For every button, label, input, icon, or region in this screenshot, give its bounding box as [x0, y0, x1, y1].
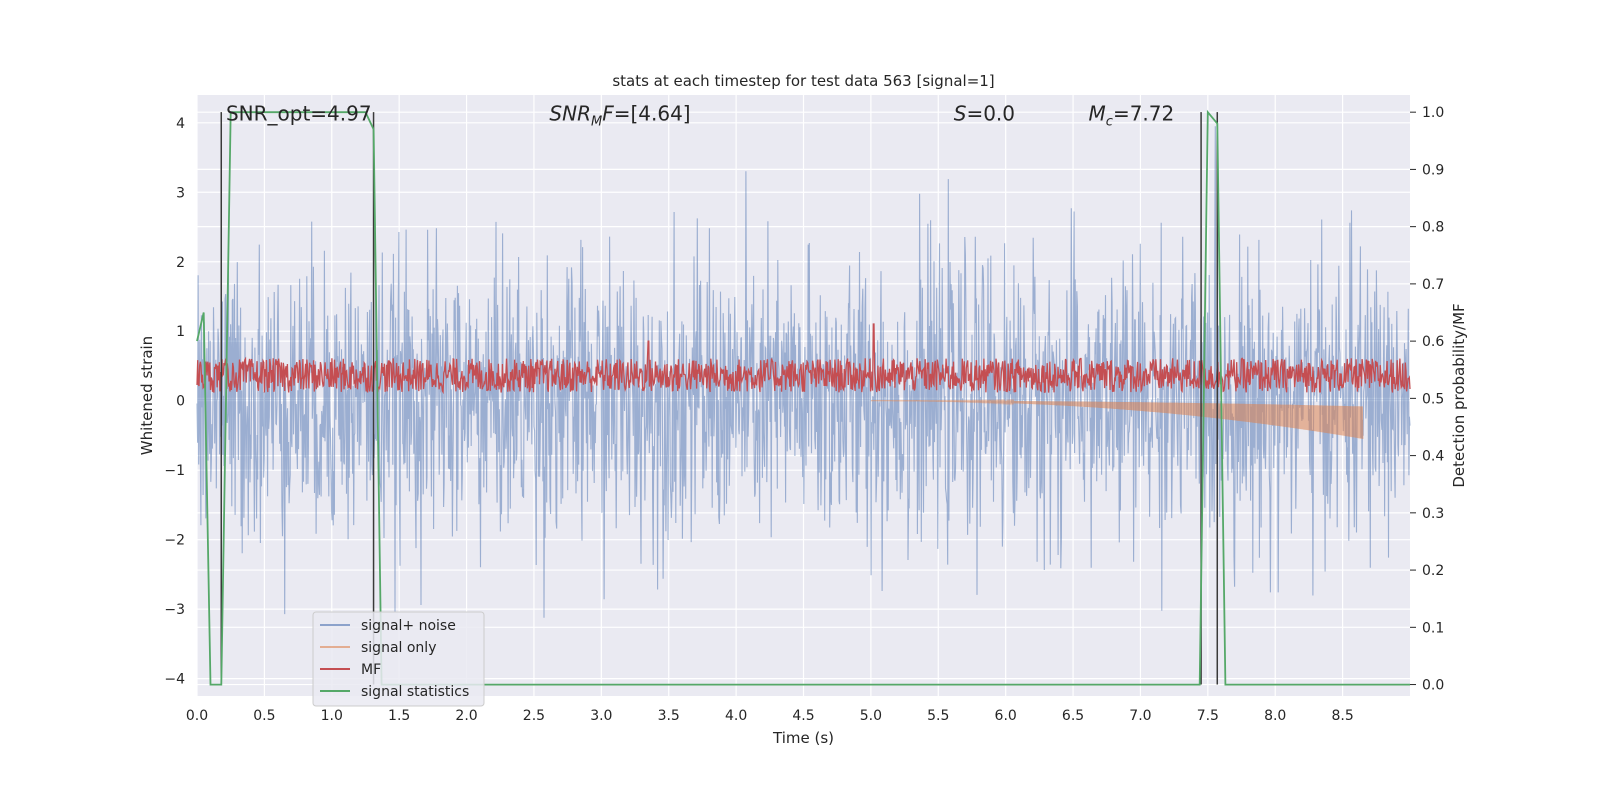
- series-line-signal-only: [870, 398, 1364, 439]
- annotation-s-value: S=0.0: [954, 101, 1015, 125]
- x-tick-label: 5.0: [860, 708, 882, 724]
- x-tick-label: 1.0: [321, 708, 343, 724]
- legend-entry: signal only: [361, 640, 436, 656]
- y-tick-label: −2: [164, 533, 185, 549]
- legend-entry: MF: [361, 662, 381, 678]
- y2-tick-label: 0.7: [1422, 277, 1444, 293]
- y-axis-label: Whitened strain: [138, 336, 156, 455]
- chart-title: stats at each timestep for test data 563…: [612, 72, 994, 90]
- x-tick-label: 8.5: [1331, 708, 1353, 724]
- x-tick-label: 4.0: [725, 708, 747, 724]
- annotation-snr-opt: SNR_opt=4.97: [226, 101, 372, 125]
- y2-tick-label: 0.9: [1422, 162, 1444, 178]
- x-axis-label: Time (s): [772, 729, 834, 747]
- x-tick-label: 3.5: [658, 708, 680, 724]
- legend: signal+ noise signal only MF signal statist…: [312, 611, 485, 707]
- y2-tick-label: 0.2: [1422, 563, 1444, 579]
- x-tick-label: 4.5: [792, 708, 814, 724]
- x-axis-ticks: 0.0 0.5 1.0 1.5 2.0 2.5 3.0 3.5 4.0 4.5 5.0 5.5 6.0 6…: [186, 708, 1354, 724]
- y-tick-label: 2: [176, 255, 185, 271]
- annotation-snr-mf: SNRMF=[4.64]: [549, 101, 690, 129]
- y2-tick-label: 0.6: [1422, 334, 1444, 350]
- x-tick-label: 0.5: [253, 708, 275, 724]
- plot-area: [196, 95, 1411, 696]
- annotations: SNR_opt=4.97 SNRMF=[4.64] S=0.0 Mc=7.72: [226, 101, 1174, 129]
- y-tick-label: 4: [176, 116, 185, 132]
- x-tick-label: 0.0: [186, 708, 208, 724]
- y2-tick-label: 0.5: [1422, 391, 1444, 407]
- x-tick-label: 5.5: [927, 708, 949, 724]
- x-tick-label: 7.5: [1197, 708, 1219, 724]
- legend-entry: signal statistics: [361, 684, 469, 700]
- x-tick-label: 8.0: [1264, 708, 1286, 724]
- y2-axis-label: Detection probability/MF: [1450, 303, 1468, 487]
- y2-tick-label: 0.4: [1422, 449, 1444, 465]
- annotation-mc-value: Mc=7.72: [1089, 101, 1175, 129]
- y-tick-label: 1: [176, 324, 185, 340]
- y-tick-label: 3: [176, 185, 185, 201]
- series-signal-noise: [196, 126, 1411, 618]
- legend-box: [312, 611, 485, 707]
- x-tick-label: 3.0: [590, 708, 612, 724]
- series-signal-only: [870, 398, 1364, 439]
- x-tick-label: 2.0: [455, 708, 477, 724]
- series-line-signal-noise: [196, 126, 1411, 618]
- x-tick-label: 2.5: [523, 708, 545, 724]
- y-tick-label: −1: [164, 463, 185, 479]
- y2-tick-label: 0.8: [1422, 220, 1444, 236]
- y-tick-label: 0: [176, 394, 185, 410]
- y-tick-label: −4: [164, 672, 185, 688]
- y-tick-label: −3: [164, 602, 185, 618]
- y2-tick-label: 0.1: [1422, 620, 1444, 636]
- series-line-mf: [196, 323, 1411, 395]
- series-mf: [196, 323, 1411, 395]
- x-tick-label: 7.0: [1129, 708, 1151, 724]
- x-tick-label: 1.5: [388, 708, 410, 724]
- x-tick-label: 6.0: [995, 708, 1017, 724]
- x-tick-label: 6.5: [1062, 708, 1084, 724]
- legend-entry: signal+ noise: [361, 618, 456, 634]
- y-axis-ticks: −4 −3 −2 −1 0 1 2 3 4: [164, 116, 185, 688]
- y2-tick-label: 0.0: [1422, 678, 1444, 694]
- y2-tick-label: 1.0: [1422, 105, 1444, 121]
- y2-axis-ticks: 0.0 0.1 0.2 0.3 0.4 0.5 0.6 0.7 0.8 0.9 1.0: [1410, 105, 1444, 694]
- y2-tick-label: 0.3: [1422, 506, 1444, 522]
